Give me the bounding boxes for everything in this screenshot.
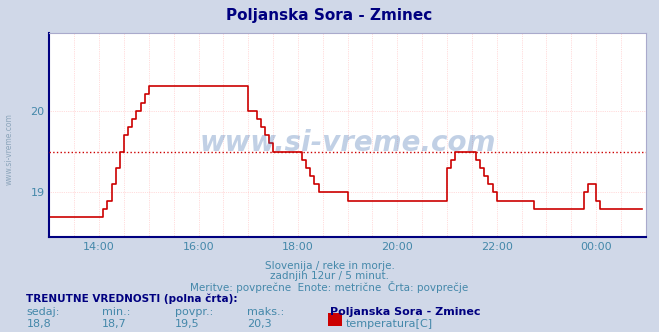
Text: 18,7: 18,7 [102,319,127,329]
Text: Slovenija / reke in morje.: Slovenija / reke in morje. [264,261,395,271]
Text: zadnjih 12ur / 5 minut.: zadnjih 12ur / 5 minut. [270,271,389,281]
Text: 19,5: 19,5 [175,319,199,329]
Text: temperatura[C]: temperatura[C] [346,319,433,329]
Text: povpr.:: povpr.: [175,307,213,317]
Text: www.si-vreme.com: www.si-vreme.com [5,114,14,185]
Text: Poljanska Sora - Zminec: Poljanska Sora - Zminec [330,307,480,317]
Text: min.:: min.: [102,307,130,317]
Text: www.si-vreme.com: www.si-vreme.com [200,129,496,157]
Text: maks.:: maks.: [247,307,285,317]
Text: 20,3: 20,3 [247,319,272,329]
Text: Meritve: povprečne  Enote: metrične  Črta: povprečje: Meritve: povprečne Enote: metrične Črta:… [190,281,469,292]
Text: 18,8: 18,8 [26,319,51,329]
Text: TRENUTNE VREDNOSTI (polna črta):: TRENUTNE VREDNOSTI (polna črta): [26,294,238,304]
Text: Poljanska Sora - Zminec: Poljanska Sora - Zminec [227,8,432,23]
Text: sedaj:: sedaj: [26,307,60,317]
